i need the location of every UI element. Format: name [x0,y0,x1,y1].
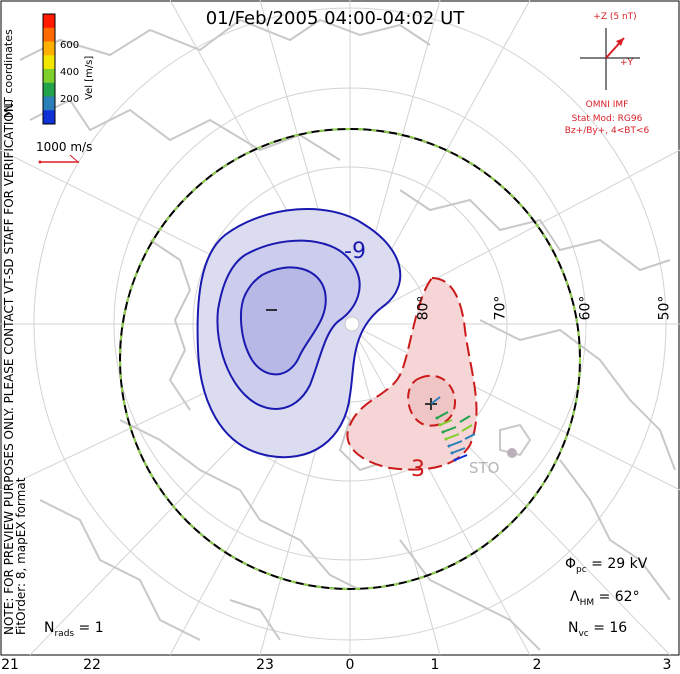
nrads-value: = 1 [74,620,104,636]
reference-vector-tick [69,154,79,163]
colorbar-swatch [43,55,55,70]
mlt-tick-22: 22 [83,657,101,673]
nrads-subscript: rads [54,628,75,639]
nvc-value: = 16 [588,620,628,636]
positive-potential-cell [346,276,478,471]
lambda-value: = 62° [594,589,640,605]
cross-polar-potential: Φpc = 29 kV [565,556,647,575]
lambda-subscript: HM [579,597,595,608]
imf-conditions: Bz+/By+, 4<BT<6 [564,126,650,136]
mlt-tick-21: 21 [1,657,19,673]
radar-count: Nrads = 1 [44,620,104,639]
colorbar-label: Vel [m/s] [84,56,95,100]
colorbar-swatch [43,41,55,56]
colorbar-swatch [43,14,55,29]
negative-potential-cell [196,208,402,459]
hm-latitude: ΛHM = 62° [570,589,640,608]
negative-contour-label: -9 [344,239,366,264]
phi-subscript: pc [576,564,587,575]
phi-symbol: Φ [565,556,577,572]
reference-vector-label: 1000 m/s [36,140,93,154]
mlt-tick-23: 23 [256,657,274,673]
nvc-symbol: N [568,620,579,636]
colorbar-border [42,13,56,125]
colorbar-swatch [43,69,55,84]
latitude-label-80: 80° [415,295,432,321]
colorbar [42,13,56,125]
latitude-label-70: 70° [492,295,509,321]
imf-by-label: +Y [620,58,634,68]
imf-dial [580,28,640,90]
latitude-label-60: 60° [577,295,594,321]
colorbar-swatch [43,96,55,111]
station-marker [507,448,517,458]
velocity-vectors [430,396,476,462]
imf-bz-label: +Z (5 nT) [593,12,637,22]
hm-boundary [119,128,581,590]
imf-model: Stat Mod: RG96 [571,114,643,124]
mlt-tick-2: 2 [532,657,542,673]
colorbar-tick-400: 400 [60,67,79,78]
imf-source: OMNI IMF [585,100,629,110]
pole-marker [344,316,360,332]
colorbar-tick-200: 200 [60,94,79,105]
plot-frame [0,0,680,656]
phi-value: = 29 kV [586,556,648,572]
map-title: 01/Feb/2005 04:00-04:02 UT [205,8,465,29]
coastlines [19,18,676,651]
colorbar-swatch [43,27,55,42]
colorbar-swatch [43,82,55,97]
positive-contour-label: 3 [411,457,425,482]
vector-count: Nvc = 16 [568,620,627,639]
latitude-label-50: 50° [656,295,673,321]
mlt-tick-3: 3 [662,657,672,673]
mlt-tick-1: 1 [430,657,440,673]
mlt-tick-0: 0 [345,657,355,673]
reference-vector-origin [38,160,42,164]
coordinate-system-label: MLT coordinates [2,29,15,118]
colorbar-tick-600: 600 [60,40,79,51]
lambda-symbol: Λ [570,589,580,605]
nvc-subscript: vc [578,628,589,639]
note-line-fitorder: FitOrder: 8, mapEX format [14,477,28,635]
nrads-symbol: N [44,620,55,636]
colorbar-swatch [43,110,55,125]
station-label: STO [469,459,500,477]
